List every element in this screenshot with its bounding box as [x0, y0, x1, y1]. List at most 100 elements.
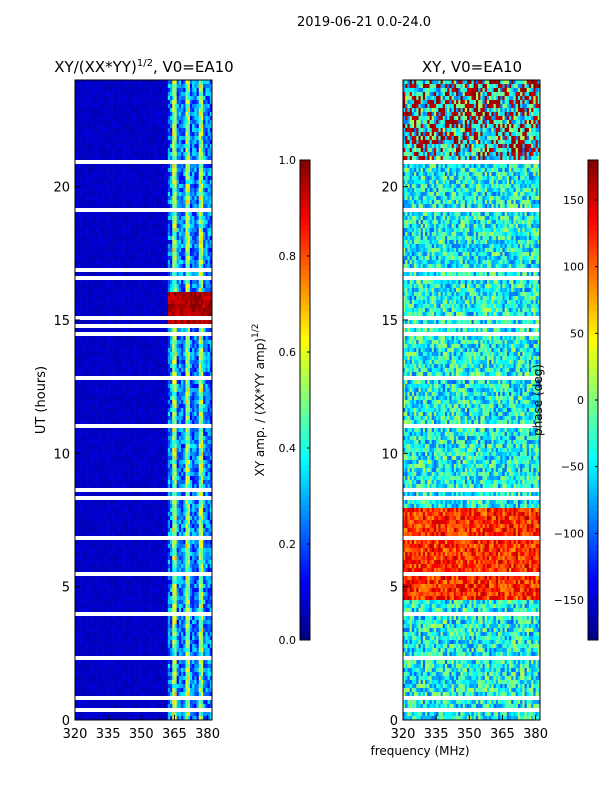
heatmap-cell [112, 188, 116, 193]
heatmap-cell [141, 248, 144, 253]
heatmap-cell [194, 84, 197, 89]
heatmap-cell [105, 160, 109, 165]
heatmap-cell [86, 132, 89, 137]
heatmap-cell [132, 268, 135, 273]
heatmap-cell [154, 224, 158, 229]
heatmap-cell [154, 368, 158, 373]
heatmap-cell [125, 336, 129, 341]
heatmap-cell [114, 340, 118, 345]
heatmap-cell [125, 372, 129, 377]
heatmap-cell [79, 92, 82, 97]
heatmap-cell [132, 168, 135, 173]
heatmap-cell [141, 384, 144, 389]
heatmap-cell [119, 244, 122, 249]
heatmap-cell [156, 280, 160, 285]
heatmap-cell [136, 200, 140, 205]
heatmap-cell [161, 196, 164, 201]
heatmap-cell [116, 292, 120, 297]
heatmap-cell [192, 280, 195, 285]
heatmap-cell [158, 256, 162, 261]
heatmap-cell [130, 384, 133, 389]
heatmap-cell [185, 120, 188, 125]
heatmap-cell [205, 100, 208, 105]
heatmap-cell [165, 256, 169, 261]
heatmap-cell [178, 256, 182, 261]
heatmap-cell [205, 364, 208, 369]
heatmap-cell [130, 108, 133, 113]
heatmap-cell [108, 100, 111, 105]
heatmap-cell [209, 100, 213, 105]
heatmap-cell [198, 96, 202, 101]
heatmap-cell [176, 192, 180, 197]
heatmap-cell [174, 256, 177, 261]
heatmap-cell [90, 176, 93, 181]
heatmap-cell [143, 220, 147, 225]
heatmap-cell [116, 256, 120, 261]
heatmap-cell [178, 308, 182, 313]
heatmap-cell [79, 332, 82, 337]
heatmap-cell [178, 120, 182, 125]
heatmap-cell [185, 328, 188, 333]
heatmap-cell [134, 300, 138, 305]
heatmap-cell [183, 276, 186, 281]
heatmap-cell [205, 160, 208, 165]
heatmap-cell [90, 372, 93, 377]
heatmap-cell [165, 180, 169, 185]
heatmap-cell [101, 316, 105, 321]
heatmap-cell [147, 260, 151, 265]
heatmap-cell [119, 184, 122, 189]
heatmap-cell [134, 80, 138, 85]
heatmap-cell [152, 172, 155, 177]
heatmap-cell [154, 228, 158, 233]
heatmap-cell [143, 204, 147, 209]
heatmap-cell [110, 152, 113, 157]
heatmap-cell [92, 304, 96, 309]
heatmap-cell [97, 204, 100, 209]
heatmap-cell [121, 192, 124, 197]
heatmap-cell [99, 372, 102, 377]
heatmap-cell [161, 144, 164, 149]
heatmap-cell [130, 208, 133, 213]
heatmap-cell [119, 128, 122, 133]
heatmap-cell [141, 300, 144, 305]
heatmap-cell [132, 336, 135, 341]
heatmap-cell [158, 272, 162, 277]
heatmap-cell [90, 88, 93, 93]
heatmap-cell [147, 304, 151, 309]
heatmap-cell [97, 268, 100, 273]
heatmap-cell [86, 288, 89, 293]
heatmap-cell [128, 276, 131, 281]
heatmap-cell [187, 192, 191, 197]
heatmap-cell [147, 328, 151, 333]
heatmap-cell [163, 192, 166, 197]
heatmap-cell [123, 388, 127, 393]
heatmap-cell [112, 212, 116, 217]
heatmap-cell [114, 284, 118, 289]
heatmap-cell [108, 284, 111, 289]
heatmap-cell [101, 168, 105, 173]
heatmap-cell [103, 116, 107, 121]
heatmap-cell [132, 112, 135, 117]
heatmap-cell [154, 336, 158, 341]
heatmap-cell [187, 140, 191, 145]
heatmap-cell [192, 304, 195, 309]
heatmap-cell [101, 388, 105, 393]
heatmap-cell [123, 236, 127, 241]
heatmap-cell [83, 112, 87, 117]
heatmap-cell [176, 236, 180, 241]
heatmap-cell [200, 172, 204, 177]
heatmap-cell [147, 188, 151, 193]
heatmap-cell [121, 160, 124, 165]
heatmap-cell [156, 112, 160, 117]
heatmap-cell [172, 168, 175, 173]
heatmap-cell [116, 348, 120, 353]
heatmap-cell [99, 124, 102, 129]
heatmap-cell [194, 304, 197, 309]
heatmap-cell [90, 276, 93, 281]
heatmap-cell [83, 288, 87, 293]
heatmap-cell [143, 276, 147, 281]
heatmap-cell [147, 392, 151, 397]
heatmap-cell [161, 340, 164, 345]
heatmap-cell [130, 80, 133, 85]
heatmap-cell [110, 356, 113, 361]
